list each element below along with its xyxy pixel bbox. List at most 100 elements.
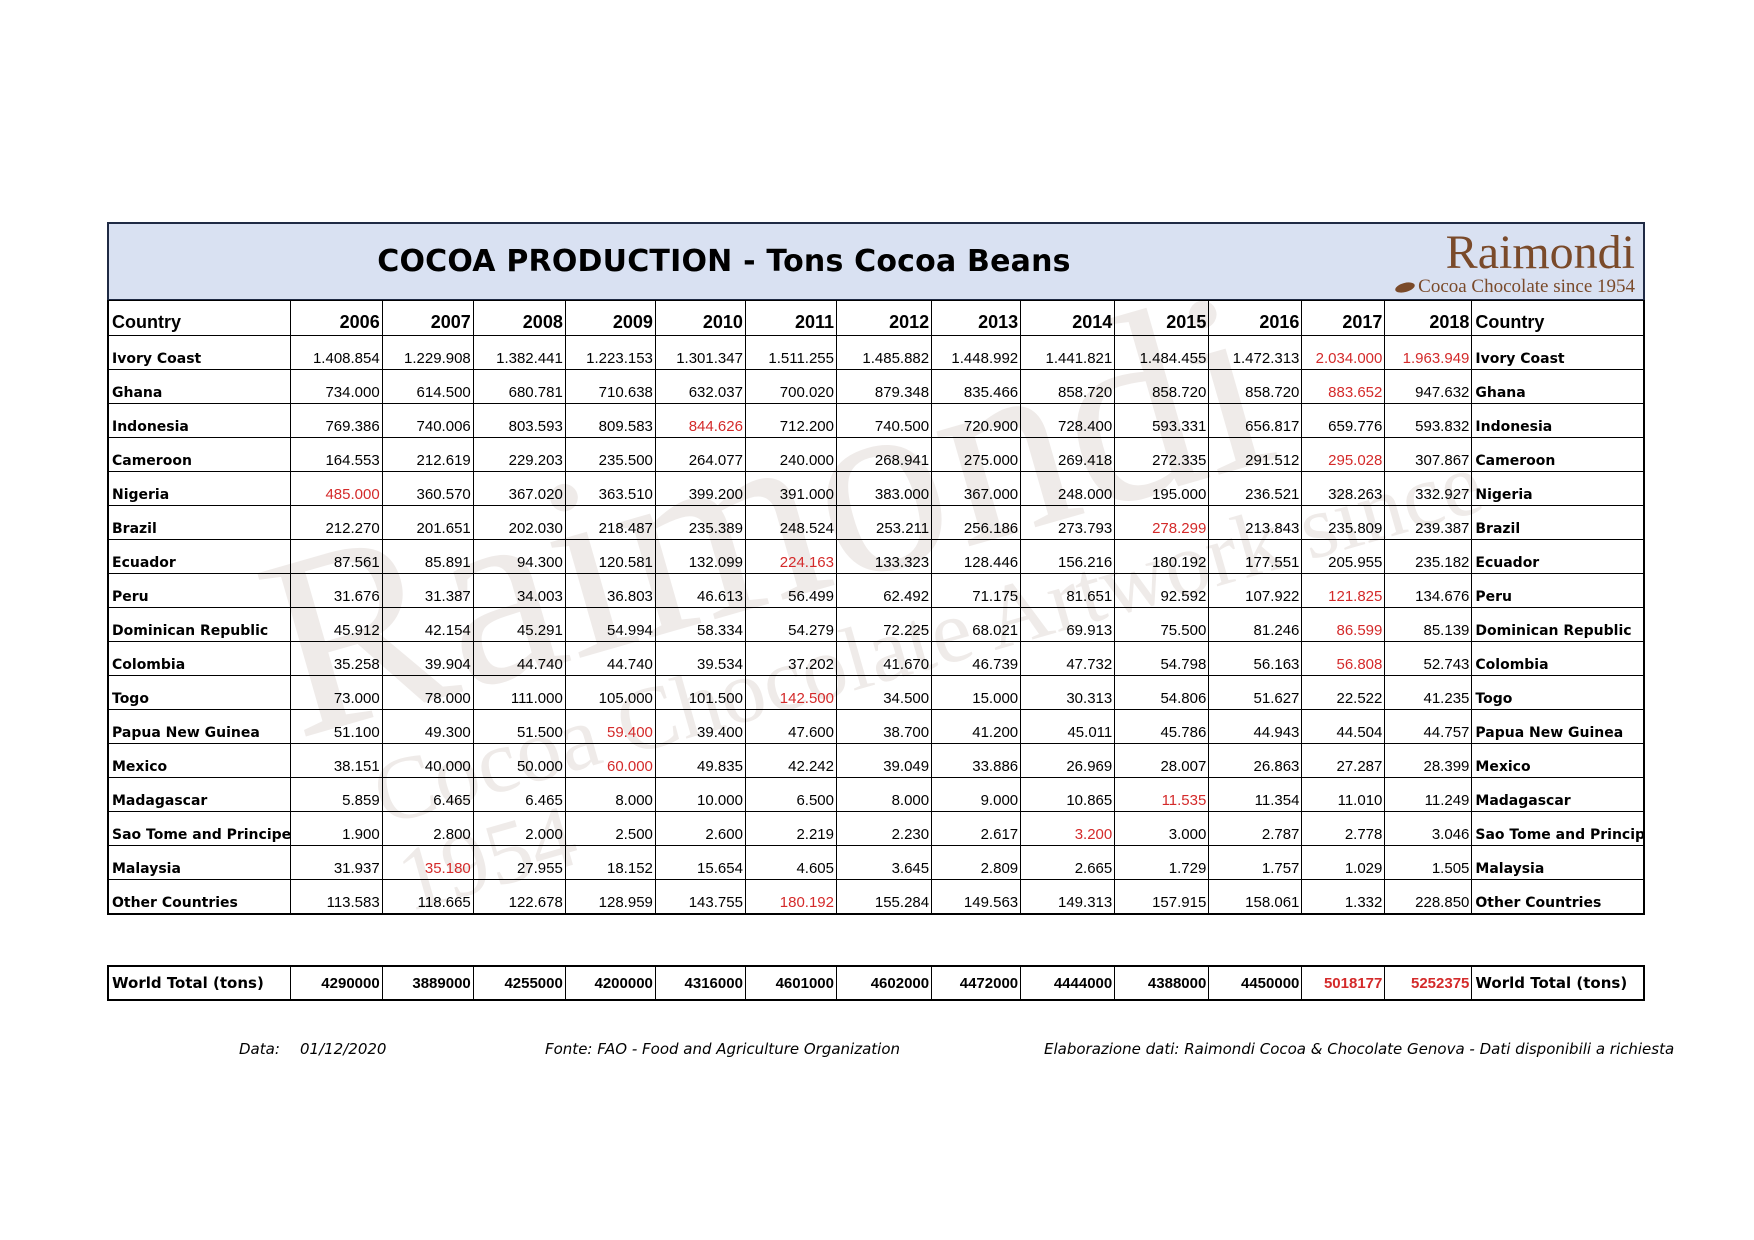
value-cell: 202.030	[472, 505, 566, 540]
value-cell: 40.000	[381, 743, 474, 778]
country-cell: Ghana	[107, 369, 291, 404]
value-cell: 45.786	[1114, 709, 1210, 744]
value-cell: 46.613	[654, 573, 746, 608]
value-cell: 38.700	[835, 709, 933, 744]
value-cell: 51.627	[1208, 675, 1303, 710]
value-cell: 38.151	[289, 743, 383, 778]
table-row: Madagascar 5.859 6.465 6.465 8.000 10.000 6.50…	[107, 777, 1645, 812]
value-cell: 307.867	[1384, 437, 1473, 472]
value-cell: 156.216	[1020, 539, 1116, 574]
value-cell: 35.180	[381, 845, 474, 880]
country-cell: Malaysia	[107, 845, 291, 880]
table-row: Sao Tome and Principe 1.900 2.800 2.000 2.50…	[107, 811, 1645, 846]
value-cell: 295.028	[1301, 437, 1386, 472]
value-cell: 275.000	[931, 437, 1022, 472]
value-cell: 51.500	[472, 709, 566, 744]
country-cell-right: Cameroon	[1471, 437, 1645, 472]
value-cell: 2.000	[472, 811, 566, 846]
value-cell: 44.740	[564, 641, 656, 676]
value-cell: 44.504	[1301, 709, 1386, 744]
value-cell: 228.850	[1384, 879, 1473, 915]
value-cell: 2.034.000	[1301, 335, 1386, 370]
value-cell: 1.485.882	[835, 335, 933, 370]
value-cell: 105.000	[564, 675, 656, 710]
value-cell: 26.969	[1020, 743, 1116, 778]
value-cell: 1.301.347	[654, 335, 746, 370]
value-cell: 1.408.854	[289, 335, 383, 370]
value-cell: 180.192	[1114, 539, 1210, 574]
value-cell: 248.524	[744, 505, 838, 540]
value-cell: 87.561	[289, 539, 383, 574]
value-cell: 39.049	[835, 743, 933, 778]
table-row: Dominican Republic 45.912 42.154 45.291 54.9…	[107, 607, 1645, 642]
value-cell: 1.963.949	[1384, 335, 1473, 370]
value-cell: 56.163	[1208, 641, 1303, 676]
value-cell: 44.943	[1208, 709, 1303, 744]
country-cell: Togo	[107, 675, 291, 710]
value-cell: 879.348	[835, 369, 933, 404]
year-header: 2018	[1384, 300, 1473, 336]
value-cell: 6.465	[472, 777, 566, 812]
value-cell: 31.676	[289, 573, 383, 608]
country-cell-right: Other Countries	[1471, 879, 1645, 915]
value-cell: 3.046	[1384, 811, 1473, 846]
value-cell: 101.500	[654, 675, 746, 710]
country-cell-right: Brazil	[1471, 505, 1645, 540]
country-header: Country	[107, 300, 291, 336]
value-cell: 858.720	[1208, 369, 1303, 404]
value-cell: 128.446	[931, 539, 1022, 574]
page-title: COCOA PRODUCTION - Tons Cocoa Beans	[377, 244, 1071, 279]
country-cell-right: Ghana	[1471, 369, 1645, 404]
value-cell: 328.263	[1301, 471, 1386, 506]
value-cell: 36.803	[564, 573, 656, 608]
logo-name: Raimondi	[1445, 226, 1635, 279]
value-cell: 1.382.441	[472, 335, 566, 370]
table-row: Cameroon 164.553 212.619 229.203 235.500 264.…	[107, 437, 1645, 472]
country-cell-right: Dominican Republic	[1471, 607, 1645, 642]
value-cell: 332.927	[1384, 471, 1473, 506]
value-cell: 360.570	[381, 471, 474, 506]
country-cell: Sao Tome and Principe	[107, 811, 291, 846]
value-cell: 133.323	[835, 539, 933, 574]
value-cell: 59.400	[564, 709, 656, 744]
world-total-table: World Total (tons) 4290000 3889000 4255000 4…	[107, 965, 1645, 1001]
world-total-value: 4472000	[931, 965, 1022, 1001]
cocoa-production-sheet: COCOA PRODUCTION - Tons Cocoa Beans Raim…	[107, 222, 1645, 1001]
table-row: Mexico 38.151 40.000 50.000 60.000 49.835 42.2…	[107, 743, 1645, 778]
value-cell: 52.743	[1384, 641, 1473, 676]
value-cell: 56.808	[1301, 641, 1386, 676]
value-cell: 3.000	[1114, 811, 1210, 846]
value-cell: 212.270	[289, 505, 383, 540]
world-total-value: 4200000	[564, 965, 656, 1001]
value-cell: 31.387	[381, 573, 474, 608]
value-cell: 155.284	[835, 879, 933, 915]
country-cell: Madagascar	[107, 777, 291, 812]
value-cell: 4.605	[744, 845, 838, 880]
year-header: 2017	[1301, 300, 1386, 336]
value-cell: 212.619	[381, 437, 474, 472]
value-cell: 2.617	[931, 811, 1022, 846]
value-cell: 157.915	[1114, 879, 1210, 915]
value-cell: 143.755	[654, 879, 746, 915]
value-cell: 248.000	[1020, 471, 1116, 506]
value-cell: 71.175	[931, 573, 1022, 608]
value-cell: 45.011	[1020, 709, 1116, 744]
value-cell: 34.500	[835, 675, 933, 710]
value-cell: 239.387	[1384, 505, 1473, 540]
country-cell-right: Togo	[1471, 675, 1645, 710]
value-cell: 2.665	[1020, 845, 1116, 880]
world-total-value: 4316000	[654, 965, 746, 1001]
value-cell: 218.487	[564, 505, 656, 540]
country-cell-right: Ecuador	[1471, 539, 1645, 574]
value-cell: 22.522	[1301, 675, 1386, 710]
world-total-value: 4290000	[289, 965, 383, 1001]
table-row: Ecuador 87.561 85.891 94.300 120.581 132.099 2…	[107, 539, 1645, 574]
value-cell: 33.886	[931, 743, 1022, 778]
value-cell: 107.922	[1208, 573, 1303, 608]
value-cell: 111.000	[472, 675, 566, 710]
value-cell: 2.778	[1301, 811, 1386, 846]
country-cell: Dominican Republic	[107, 607, 291, 642]
value-cell: 1.511.255	[744, 335, 838, 370]
country-cell-right: Mexico	[1471, 743, 1645, 778]
country-cell: Ecuador	[107, 539, 291, 574]
